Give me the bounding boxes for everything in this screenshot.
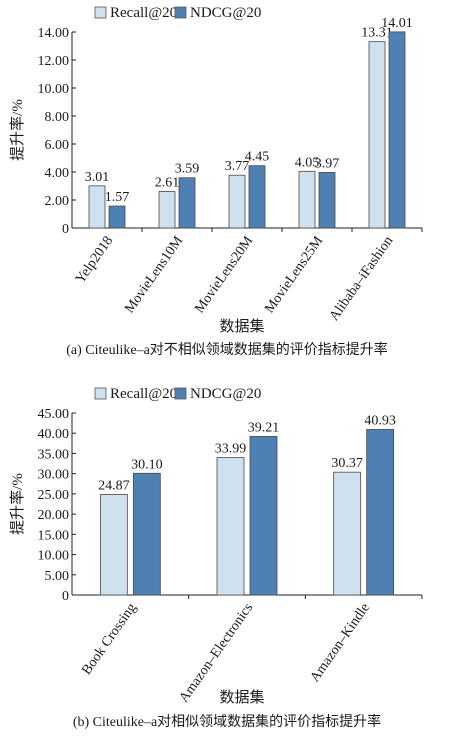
bar-ndcg20-0 xyxy=(132,472,161,596)
y-tick-label: 30.00 xyxy=(38,468,70,483)
data-label: 4.45 xyxy=(245,150,270,165)
x-axis-title: 数据集 xyxy=(219,689,264,706)
data-label: 2.61 xyxy=(155,175,180,190)
data-label: 3.59 xyxy=(175,162,200,177)
legend-label-1: NDCG@20 xyxy=(190,386,261,402)
y-axis-title: 提升率/% xyxy=(9,99,26,161)
data-label: 30.37 xyxy=(331,456,363,471)
data-label: 30.10 xyxy=(131,457,163,472)
legend-label-1: NDCG@20 xyxy=(190,5,261,21)
bar-recall20-0 xyxy=(99,494,128,596)
y-tick-label: 0 xyxy=(62,589,69,604)
bar-recall20-1 xyxy=(158,191,176,229)
x-tick-label: Amazon–Kindle xyxy=(308,601,373,685)
x-tick-label: MovieLens20M xyxy=(192,233,256,316)
y-tick-label: 4.00 xyxy=(45,166,70,181)
x-tick-label: Yelp2018 xyxy=(73,234,116,287)
bar-recall20-3 xyxy=(298,170,316,229)
data-label: 40.93 xyxy=(364,413,396,428)
y-tick-label: 45.00 xyxy=(38,407,70,422)
y-tick-label: 5.00 xyxy=(45,569,70,584)
legend-swatch-0 xyxy=(94,6,107,19)
data-label: 1.57 xyxy=(105,190,130,205)
data-label: 3.01 xyxy=(85,170,110,185)
y-tick-label: 10.00 xyxy=(38,82,70,97)
data-label: 13.31 xyxy=(361,26,393,41)
legend-swatch-1 xyxy=(174,6,187,19)
y-tick-label: 40.00 xyxy=(38,427,70,442)
figure-caption: (b) Citeulike–a对相似领域数据集的评价指标提升率 xyxy=(73,713,381,730)
x-tick-label: MovieLens25M xyxy=(262,233,326,316)
y-tick-label: 6.00 xyxy=(45,138,70,153)
bar-recall20-4 xyxy=(368,41,386,229)
y-tick-label: 2.00 xyxy=(45,194,70,209)
data-label: 3.97 xyxy=(315,156,340,171)
legend-swatch-1 xyxy=(174,387,187,400)
y-tick-label: 12.00 xyxy=(38,54,70,69)
bar-ndcg20-4 xyxy=(388,31,406,229)
data-label: 4.05 xyxy=(295,155,320,170)
bar-recall20-0 xyxy=(88,185,106,229)
y-tick-label: 25.00 xyxy=(38,488,70,503)
data-label: 24.87 xyxy=(98,478,130,493)
y-axis-title: 提升率/% xyxy=(9,473,26,535)
chart-a: Recall@20 NDCG@20 0 2.00 4.00 6.00 8.00 10.00 12… xyxy=(9,5,423,358)
legend-swatch-0 xyxy=(94,387,107,400)
bar-ndcg20-2 xyxy=(248,165,266,229)
bar-recall20-2 xyxy=(228,174,246,229)
x-tick-label: Alibaba–iFashion xyxy=(327,234,396,324)
data-label: 33.99 xyxy=(215,442,247,457)
x-axis-title: 数据集 xyxy=(219,318,264,335)
x-tick-label: MovieLens10M xyxy=(122,233,186,316)
legend-label-0: Recall@20 xyxy=(110,386,177,402)
legend-label-0: Recall@20 xyxy=(110,5,177,21)
data-label: 3.77 xyxy=(225,159,250,174)
bar-recall20-2 xyxy=(333,471,362,596)
bar-recall20-1 xyxy=(216,457,245,596)
y-tick-label: 0 xyxy=(62,222,69,237)
figure-caption: (a) Citeulike–a对不相似领域数据集的评价指标提升率 xyxy=(66,341,388,358)
bar-ndcg20-3 xyxy=(318,172,336,229)
chart-b: Recall@20 NDCG@20 0 5.00 10.00 15.00 20.00 25.0… xyxy=(9,386,423,730)
y-tick-label: 35.00 xyxy=(38,447,70,462)
y-tick-label: 10.00 xyxy=(38,549,70,564)
y-tick-label: 14.00 xyxy=(38,26,70,41)
data-label: 39.21 xyxy=(248,420,280,435)
y-tick-label: 15.00 xyxy=(38,528,70,543)
y-tick-label: 8.00 xyxy=(45,110,70,125)
y-tick-label: 20.00 xyxy=(38,508,70,523)
bar-ndcg20-0 xyxy=(108,205,126,229)
x-tick-label: Book Crossing xyxy=(79,601,139,678)
bar-ndcg20-1 xyxy=(178,177,196,229)
bar-ndcg20-2 xyxy=(366,429,395,596)
data-label: 14.01 xyxy=(381,16,413,31)
bar-ndcg20-1 xyxy=(249,436,278,596)
